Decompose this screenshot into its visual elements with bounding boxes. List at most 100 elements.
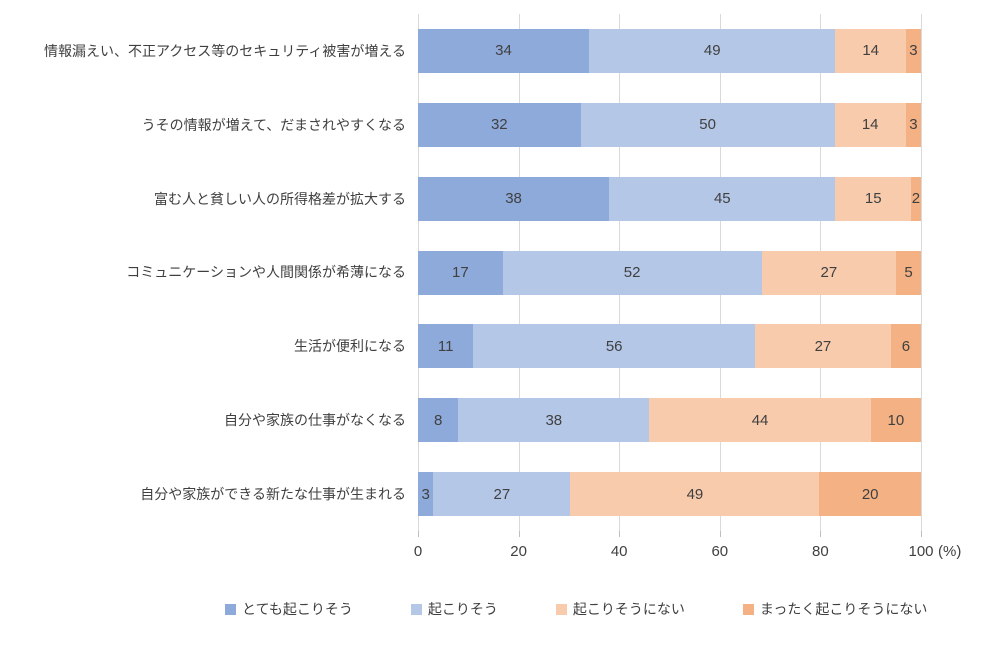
category-label: 富む人と貧しい人の所得格差が拡大する — [154, 190, 406, 207]
segment-value-label: 56 — [605, 337, 623, 355]
segment-value-label: 2 — [911, 190, 921, 208]
bar-segment: 52 — [502, 250, 762, 295]
bar-segment: 3 — [905, 28, 921, 73]
segment-value-label: 8 — [433, 411, 443, 429]
legend-item: まったく起こりそうにない — [742, 599, 928, 619]
segment-value-label: 5 — [904, 264, 913, 281]
chart-legend: とても起こりそう 起こりそう 起こりそうにない まったく起こりそうにない — [225, 599, 927, 619]
segment-value-label: 3 — [909, 116, 918, 134]
plot-area: 34 49 14 3 32 50 14 3 38 45 15 2 17 52 27 5 11 56 27 6 8 38 44… — [418, 14, 922, 531]
gridline — [921, 14, 922, 531]
segment-value-label: 49 — [686, 485, 704, 503]
axis-tick — [418, 531, 419, 537]
segment-value-label: 44 — [751, 411, 769, 429]
x-tick-label: 60 — [711, 543, 729, 560]
category-label-column: 情報漏えい、不正アクセス等のセキュリティ被害が増えるうその情報が増えて、だまされ… — [0, 14, 406, 531]
bar-segment: 15 — [835, 176, 911, 221]
legend-swatch — [742, 603, 754, 615]
segment-value-label: 15 — [864, 190, 882, 208]
bar-segment: 34 — [418, 28, 590, 73]
axis-tick — [820, 531, 822, 537]
bar-segment: 27 — [761, 250, 897, 295]
bar-segment: 38 — [458, 398, 650, 443]
segment-value-label: 32 — [490, 116, 508, 134]
segment-value-label: 45 — [713, 190, 731, 208]
bar-segment: 56 — [473, 324, 756, 369]
bar-segment: 14 — [834, 102, 906, 147]
bar-segment: 49 — [570, 472, 820, 517]
stacked-bar: 32 50 14 3 — [418, 102, 921, 147]
segment-value-label: 14 — [861, 116, 879, 134]
legend-item: とても起こりそう — [225, 599, 353, 619]
segment-value-label: 34 — [495, 42, 512, 60]
bar-segment: 11 — [418, 324, 474, 369]
x-tick-label: 40 — [610, 543, 628, 560]
bar-segment: 27 — [433, 472, 571, 517]
bar-segment: 44 — [649, 398, 871, 443]
bar-segment: 3 — [418, 472, 434, 517]
bar-segment: 2 — [910, 176, 921, 221]
x-tick-label: 80 — [812, 543, 829, 560]
segment-value-label: 50 — [699, 116, 716, 134]
legend-label: まったく起こりそうにない — [759, 601, 928, 617]
axis-tick — [921, 531, 922, 537]
bar-segment: 10 — [870, 398, 921, 443]
bar-segment: 32 — [418, 102, 581, 147]
stacked-bar: 11 56 27 6 — [418, 324, 922, 369]
segment-value-label: 27 — [820, 264, 838, 281]
bar-segment: 20 — [819, 472, 921, 517]
x-tick-label: 100 — [908, 543, 934, 560]
stacked-bar: 8 38 44 10 — [418, 398, 921, 443]
category-label: 生活が便利になる — [294, 338, 406, 355]
segment-value-label: 27 — [814, 337, 832, 355]
segment-value-label: 52 — [623, 264, 641, 281]
x-tick-label: 20 — [510, 543, 527, 560]
legend-item: 起こりそう — [410, 599, 498, 619]
segment-value-label: 14 — [862, 42, 880, 60]
segment-value-label: 3 — [421, 485, 430, 503]
x-axis-unit-label: (%) — [938, 543, 962, 560]
stacked-bar: 17 52 27 5 — [418, 250, 921, 295]
category-label: 情報漏えい、不正アクセス等のセキュリティ被害が増える — [43, 42, 406, 59]
legend-item: 起こりそうにない — [555, 599, 685, 619]
category-label: うその情報が増えて、だまされやすくなる — [141, 116, 406, 133]
bar-segment: 6 — [890, 324, 922, 369]
legend-swatch — [225, 603, 236, 615]
segment-value-label: 3 — [909, 42, 918, 60]
category-label: 自分や家族ができる新たな仕事が生まれる — [140, 486, 406, 503]
bar-segment: 14 — [835, 28, 906, 73]
bar-segment: 38 — [418, 176, 610, 221]
category-label: コミュニケーションや人間関係が希薄になる — [126, 264, 406, 281]
bar-segment: 3 — [905, 102, 921, 147]
bar-segment: 8 — [418, 398, 459, 443]
segment-value-label: 38 — [545, 411, 563, 429]
legend-swatch — [555, 603, 567, 615]
legend-label: とても起こりそう — [242, 601, 353, 617]
segment-value-label: 17 — [451, 264, 469, 281]
segment-value-label: 11 — [437, 337, 454, 355]
bar-segment: 45 — [609, 176, 836, 221]
axis-tick — [719, 531, 721, 537]
bar-segment: 49 — [589, 28, 836, 73]
bar-segment: 5 — [896, 250, 921, 295]
legend-swatch — [410, 603, 422, 615]
legend-label: 起こりそう — [427, 601, 498, 617]
bar-segment: 27 — [755, 324, 891, 369]
x-tick-label: 0 — [413, 543, 423, 560]
bar-segment: 17 — [418, 250, 503, 295]
stacked-bar: 3 27 49 20 — [418, 472, 921, 517]
bar-segment: 50 — [580, 102, 835, 147]
segment-value-label: 20 — [861, 485, 879, 503]
stacked-bar: 38 45 15 2 — [418, 176, 921, 221]
axis-tick — [619, 531, 621, 537]
legend-label: 起こりそうにない — [572, 601, 685, 617]
category-label: 自分や家族の仕事がなくなる — [224, 412, 406, 429]
stacked-bar: 34 49 14 3 — [418, 28, 921, 73]
axis-tick — [518, 531, 520, 537]
segment-value-label: 49 — [703, 42, 721, 60]
segment-value-label: 6 — [901, 337, 911, 355]
segment-value-label: 38 — [505, 190, 522, 208]
segment-value-label: 10 — [887, 411, 905, 429]
segment-value-label: 27 — [493, 485, 511, 503]
